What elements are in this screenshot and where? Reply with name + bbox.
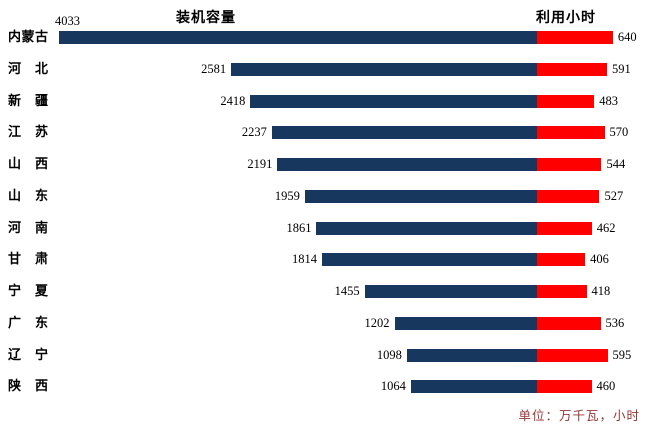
capacity-bar xyxy=(250,94,537,108)
left-series-title: 装机容量 xyxy=(176,10,236,26)
category-label: 河 南 xyxy=(8,220,49,236)
capacity-bar xyxy=(394,316,537,330)
hours-value-label: 595 xyxy=(612,347,632,362)
capacity-bar xyxy=(364,285,537,299)
capacity-value-label: 1814 xyxy=(292,252,318,267)
hours-value-label: 418 xyxy=(591,284,611,299)
capacity-bar xyxy=(322,253,537,267)
hours-bar xyxy=(537,31,613,44)
capacity-bar xyxy=(271,126,537,140)
hours-bar xyxy=(537,126,605,140)
chart-row: 山 东 1959 527 xyxy=(0,188,649,204)
capacity-bar xyxy=(231,62,537,76)
hours-value-label: 462 xyxy=(596,220,616,235)
capacity-value-label: 2418 xyxy=(220,93,246,108)
capacity-value-label: 1455 xyxy=(334,284,360,299)
chart-row: 江 苏 2237 570 xyxy=(0,125,649,141)
category-label: 山 西 xyxy=(8,157,49,173)
capacity-value-label: 2237 xyxy=(241,125,267,140)
capacity-value-label: 1861 xyxy=(286,220,312,235)
hours-bar xyxy=(537,380,592,394)
capacity-bar xyxy=(406,348,537,362)
category-label: 宁 夏 xyxy=(8,284,49,300)
category-label: 陕 西 xyxy=(8,379,49,395)
capacity-bar xyxy=(316,221,537,235)
capacity-bar xyxy=(304,189,537,203)
chart-row: 河 北 2581 591 xyxy=(0,61,649,77)
hours-value-label: 640 xyxy=(617,30,637,44)
chart-row: 甘 肃 1814 406 xyxy=(0,252,649,268)
chart-row: 内蒙古 4033 640 xyxy=(0,15,649,45)
hours-bar xyxy=(537,221,592,235)
category-label: 新 疆 xyxy=(8,93,49,109)
hours-value-label: 460 xyxy=(596,379,616,394)
capacity-value-label: 1959 xyxy=(274,188,300,203)
category-label: 甘 肃 xyxy=(8,252,49,268)
capacity-value-label: 2581 xyxy=(201,61,227,76)
capacity-bar xyxy=(59,31,537,44)
right-series-title: 利用小时 xyxy=(536,10,596,26)
hours-value-label: 483 xyxy=(599,93,618,108)
hours-value-label: 406 xyxy=(590,252,609,267)
category-label: 江 苏 xyxy=(8,125,49,141)
hours-bar xyxy=(537,253,586,267)
capacity-value-label: 1202 xyxy=(364,315,390,330)
chart-row: 宁 夏 1455 418 xyxy=(0,284,649,300)
unit-footnote: 单位：万千瓦，小时 xyxy=(518,408,640,423)
category-label: 河 北 xyxy=(8,61,49,77)
chart-row: 河 南 1861 462 xyxy=(0,220,649,236)
category-label: 内蒙古 xyxy=(8,30,49,45)
capacity-value-label: 1098 xyxy=(376,347,402,362)
chart-row: 新 疆 2418 483 xyxy=(0,93,649,109)
chart-row: 陕 西 1064 460 xyxy=(0,379,649,395)
capacity-bar xyxy=(410,380,537,394)
capacity-value-label: 1064 xyxy=(380,379,406,394)
category-label: 广 东 xyxy=(8,315,49,331)
hours-bar xyxy=(537,158,602,172)
hours-value-label: 527 xyxy=(604,188,624,203)
chart-row: 广 东 1202 536 xyxy=(0,315,649,331)
chart-row: 辽 宁 1098 595 xyxy=(0,347,649,363)
capacity-value-label: 2191 xyxy=(247,157,273,172)
hours-bar xyxy=(537,94,595,108)
hours-bar xyxy=(537,316,601,330)
hours-bar xyxy=(537,285,587,299)
category-label: 辽 宁 xyxy=(8,347,49,363)
capacity-bar xyxy=(277,158,537,172)
capacity-value-label: 4033 xyxy=(55,14,80,28)
category-label: 山 东 xyxy=(8,188,49,204)
hours-value-label: 570 xyxy=(609,125,629,140)
hours-bar xyxy=(537,62,608,76)
hours-value-label: 544 xyxy=(606,157,626,172)
chart-row: 山 西 2191 544 xyxy=(0,157,649,173)
hours-bar xyxy=(537,189,600,203)
hours-value-label: 536 xyxy=(605,315,625,330)
hours-bar xyxy=(537,348,608,362)
hours-value-label: 591 xyxy=(612,61,631,76)
